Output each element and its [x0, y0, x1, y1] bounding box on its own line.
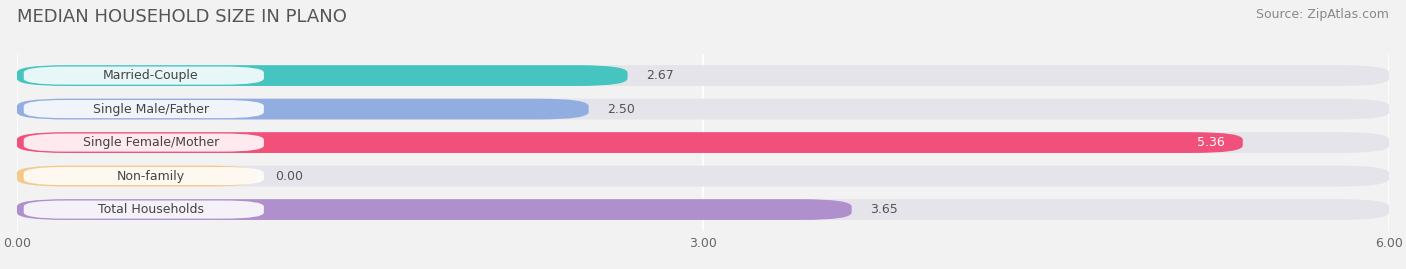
Text: Married-Couple: Married-Couple [103, 69, 198, 82]
Text: Source: ZipAtlas.com: Source: ZipAtlas.com [1256, 8, 1389, 21]
FancyBboxPatch shape [17, 132, 1243, 153]
FancyBboxPatch shape [24, 66, 264, 85]
Text: MEDIAN HOUSEHOLD SIZE IN PLANO: MEDIAN HOUSEHOLD SIZE IN PLANO [17, 8, 347, 26]
FancyBboxPatch shape [17, 166, 257, 186]
Text: Single Male/Father: Single Male/Father [93, 102, 208, 116]
FancyBboxPatch shape [17, 99, 1389, 119]
FancyBboxPatch shape [17, 99, 589, 119]
Text: Non-family: Non-family [117, 169, 184, 183]
FancyBboxPatch shape [24, 133, 264, 152]
Text: 2.67: 2.67 [645, 69, 673, 82]
FancyBboxPatch shape [24, 167, 264, 185]
Text: Total Households: Total Households [97, 203, 204, 216]
Text: 3.65: 3.65 [870, 203, 897, 216]
Text: 0.00: 0.00 [276, 169, 304, 183]
FancyBboxPatch shape [17, 132, 1389, 153]
FancyBboxPatch shape [17, 65, 627, 86]
Text: Single Female/Mother: Single Female/Mother [83, 136, 219, 149]
Text: 5.36: 5.36 [1197, 136, 1225, 149]
FancyBboxPatch shape [17, 199, 1389, 220]
FancyBboxPatch shape [17, 199, 852, 220]
FancyBboxPatch shape [24, 200, 264, 219]
FancyBboxPatch shape [17, 65, 1389, 86]
FancyBboxPatch shape [24, 100, 264, 118]
FancyBboxPatch shape [17, 166, 1389, 186]
Text: 2.50: 2.50 [607, 102, 636, 116]
